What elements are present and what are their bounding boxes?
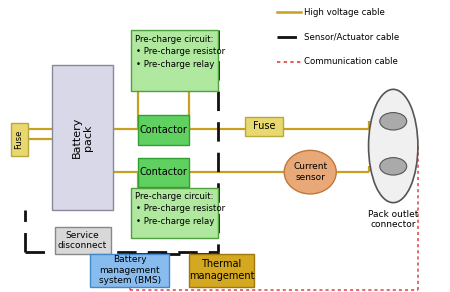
Text: Contactor: Contactor [140, 125, 187, 135]
Text: Pre-charge circuit:: Pre-charge circuit: [135, 192, 214, 201]
Ellipse shape [284, 150, 336, 194]
Bar [138, 158, 189, 187]
Text: Battery
management
system (BMS): Battery management system (BMS) [99, 255, 161, 285]
Bar [131, 30, 218, 91]
Bar [245, 117, 284, 136]
Bar [189, 253, 254, 287]
Circle shape [380, 113, 407, 130]
Text: • Pre-charge relay: • Pre-charge relay [136, 217, 215, 226]
Text: Pack outlet
connector: Pack outlet connector [368, 210, 418, 229]
Ellipse shape [369, 89, 418, 203]
Bar [52, 65, 113, 210]
Text: Sensor/Actuator cable: Sensor/Actuator cable [304, 32, 400, 41]
Bar [90, 253, 169, 287]
Text: Battery
pack: Battery pack [72, 117, 93, 158]
Text: Fuse: Fuse [14, 130, 23, 149]
Text: Communication cable: Communication cable [304, 57, 398, 66]
Text: Thermal
management: Thermal management [189, 259, 254, 281]
Text: • Pre-charge relay: • Pre-charge relay [136, 60, 215, 69]
Text: Service
disconnect: Service disconnect [58, 231, 107, 250]
Bar [54, 227, 111, 253]
Text: Contactor: Contactor [140, 167, 187, 177]
Text: Fuse: Fuse [253, 121, 275, 131]
Text: • Pre-charge resistor: • Pre-charge resistor [136, 47, 225, 55]
Text: Pre-charge circuit:: Pre-charge circuit: [135, 35, 214, 44]
Bar [131, 188, 218, 238]
Text: High voltage cable: High voltage cable [304, 8, 385, 17]
Circle shape [380, 158, 407, 175]
Text: • Pre-charge resistor: • Pre-charge resistor [136, 204, 225, 213]
Bar [138, 115, 189, 145]
Bar [10, 123, 27, 156]
Text: Current
sensor: Current sensor [293, 162, 327, 182]
